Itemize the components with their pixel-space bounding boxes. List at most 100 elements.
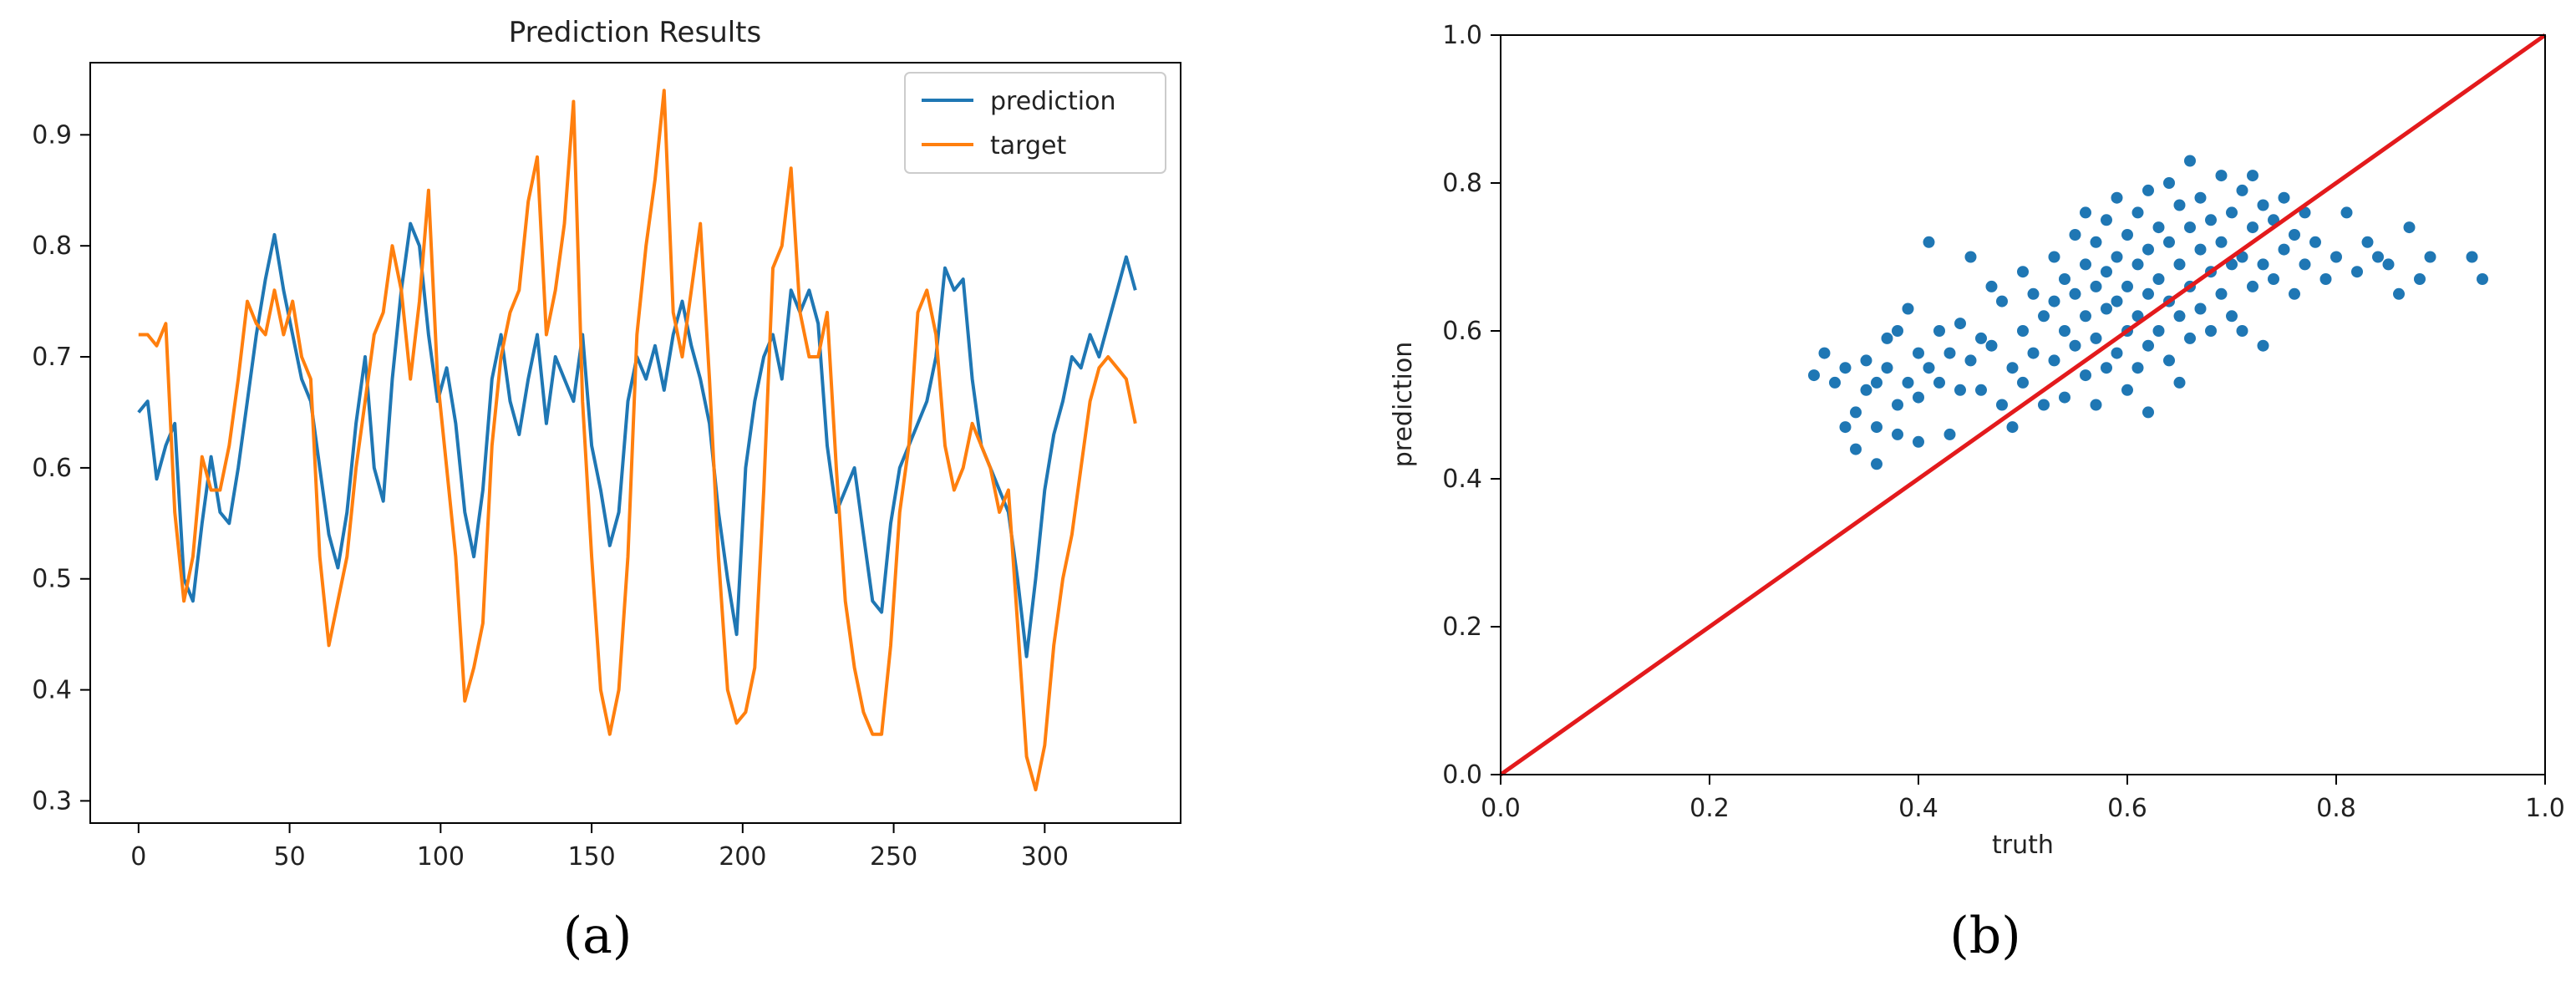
x-tick-label: 300 — [1021, 842, 1069, 872]
scatter-point — [2257, 339, 2269, 352]
scatter-point — [1850, 443, 1862, 455]
scatter-point — [2101, 302, 2112, 315]
scatter-point — [1902, 302, 1914, 315]
scatter-point — [2131, 206, 2144, 219]
legend-label-prediction: prediction — [990, 87, 1116, 116]
scatter-point — [2257, 199, 2269, 211]
scatter-point — [2215, 287, 2228, 300]
x-tick-label: 0.8 — [2316, 794, 2356, 823]
scatter-point — [2372, 251, 2384, 263]
scatter-point — [2226, 206, 2238, 219]
scatter-point — [2080, 258, 2091, 271]
scatter-point — [1975, 384, 1987, 396]
y-tick-label: 0.5 — [32, 565, 72, 594]
scatter-point — [2101, 266, 2112, 278]
x-tick-label: 100 — [417, 842, 465, 872]
x-tick-label: 150 — [567, 842, 615, 872]
scatter-point — [1913, 435, 1924, 448]
scatter-point — [2205, 214, 2217, 226]
y-tick-label: 0.7 — [32, 343, 72, 372]
scatter-point — [2111, 347, 2123, 359]
scatter-point — [2048, 295, 2060, 308]
scatter-point — [2121, 229, 2133, 241]
y-tick-label: 0.4 — [1442, 465, 1482, 494]
scatter-point — [1933, 325, 1945, 337]
truth-vs-prediction-scatter-chart: 0.0 0.2 0.4 0.6 0.8 1.0 0.0 0.2 0.4 0.6 0.8 1.0 tru… — [1389, 21, 2565, 965]
scatter-point — [2142, 339, 2154, 352]
series-line-target — [138, 89, 1137, 792]
scatter-point — [1871, 458, 1882, 470]
scatter-point — [2152, 221, 2165, 234]
scatter-point — [2080, 369, 2091, 382]
scatter-point — [2424, 251, 2436, 263]
scatter-point — [2152, 325, 2165, 337]
x-tick-label: 200 — [719, 842, 766, 872]
y-tick-label: 0.8 — [1442, 169, 1482, 198]
y-axis-label: prediction — [1389, 342, 1418, 468]
scatter-point — [2080, 310, 2091, 323]
y-tick-label: 0.2 — [1442, 612, 1482, 642]
scatter-point — [1881, 362, 1893, 374]
scatter-point — [2111, 251, 2123, 263]
scatter-point — [1808, 369, 1820, 382]
x-tick-label: 0 — [130, 842, 146, 872]
scatter-point — [2236, 184, 2248, 196]
scatter-point — [1818, 347, 1831, 359]
scatter-point — [2247, 221, 2258, 234]
identity-reference-line — [1499, 33, 2547, 777]
scatter-point — [1839, 421, 1852, 434]
scatter-point — [2351, 266, 2363, 278]
scatter-point — [2121, 384, 2133, 396]
scatter-point — [2477, 273, 2488, 285]
scatter-point — [1839, 362, 1852, 374]
scatter-point — [2414, 273, 2426, 285]
plot-frame — [1500, 34, 2546, 775]
x-tick-label: 50 — [273, 842, 305, 872]
y-tick-label: 1.0 — [1442, 21, 1482, 50]
scatter-point — [2080, 206, 2091, 219]
scatter-point — [1829, 376, 1841, 389]
scatter-point — [2403, 221, 2416, 234]
scatter-point — [1943, 347, 1956, 359]
scatter-point — [2205, 325, 2217, 337]
scatter-point — [2131, 362, 2144, 374]
scatter-point — [1954, 318, 1966, 330]
scatter-point — [1975, 332, 1987, 344]
scatter-point — [2069, 339, 2081, 352]
scatter-point — [2142, 287, 2154, 300]
scatter-point — [2194, 302, 2207, 315]
x-tick-label: 0.4 — [1898, 794, 1938, 823]
scatter-point — [2059, 325, 2070, 337]
scatter-point — [1985, 339, 1998, 352]
scatter-point — [2069, 287, 2081, 300]
scatter-point — [2017, 325, 2029, 337]
scatter-point — [2382, 258, 2395, 271]
scatter-point — [2142, 406, 2154, 419]
scatter-point — [2069, 229, 2081, 241]
scatter-point — [1881, 332, 1893, 344]
y-tick-label: 0.3 — [32, 786, 72, 816]
scatter-point — [2101, 362, 2112, 374]
scatter-point — [2393, 287, 2405, 300]
series-line-prediction — [137, 221, 1137, 658]
x-tick-label: 1.0 — [2525, 794, 2565, 823]
scatter-point — [2278, 191, 2290, 204]
scatter-point — [1933, 376, 1945, 389]
scatter-point — [2319, 273, 2332, 285]
scatter-point — [1860, 354, 1872, 367]
scatter-point — [2361, 236, 2374, 248]
scatter-point — [2340, 206, 2353, 219]
y-tick-label: 0.4 — [32, 676, 72, 705]
scatter-point — [1913, 391, 1924, 404]
scatter-point — [2142, 184, 2154, 196]
y-tick-label: 0.9 — [32, 120, 72, 150]
scatter-point — [2038, 310, 2050, 323]
chart-title: Prediction Results — [509, 16, 761, 49]
scatter-point — [2309, 236, 2321, 248]
scatter-point — [2268, 273, 2279, 285]
scatter-point — [1923, 362, 1935, 374]
scatter-point — [2163, 354, 2175, 367]
prediction-results-line-chart: 0 50 100 150 200 250 3000.30.40.50.60.70.80.9 … — [32, 16, 1181, 965]
scatter-point — [1892, 325, 1903, 337]
legend: prediction target — [904, 72, 1166, 174]
